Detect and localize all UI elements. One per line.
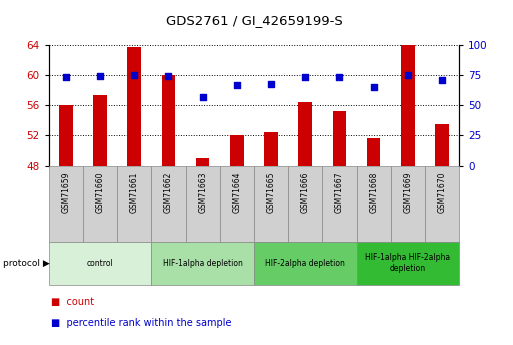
Text: GSM71664: GSM71664 [232, 172, 241, 213]
Bar [254, 166, 288, 242]
Bar [425, 166, 459, 242]
Bar [117, 166, 151, 242]
Bar [299, 102, 312, 166]
Point [233, 82, 241, 87]
Point [438, 77, 446, 82]
Point [267, 81, 275, 87]
Bar [196, 158, 209, 166]
Bar [391, 166, 425, 242]
Bar [264, 132, 278, 166]
Bar [435, 124, 449, 166]
Point [164, 73, 172, 78]
Point [369, 84, 378, 90]
Bar [367, 138, 381, 166]
Text: ■  percentile rank within the sample: ■ percentile rank within the sample [51, 318, 232, 327]
Text: GSM71667: GSM71667 [335, 172, 344, 213]
Text: GSM71659: GSM71659 [62, 172, 70, 213]
Bar [162, 75, 175, 166]
Bar [49, 241, 151, 285]
Bar [151, 241, 254, 285]
Text: control: control [87, 258, 113, 268]
Text: GSM71660: GSM71660 [95, 172, 105, 213]
Text: GSM71669: GSM71669 [403, 172, 412, 213]
Text: GSM71670: GSM71670 [438, 172, 446, 213]
Text: HIF-2alpha depletion: HIF-2alpha depletion [265, 258, 345, 268]
Text: ■  count: ■ count [51, 297, 94, 307]
Bar [230, 135, 244, 166]
Bar [151, 166, 186, 242]
Bar [186, 166, 220, 242]
Point [336, 75, 344, 80]
Bar [254, 241, 357, 285]
Text: GSM71668: GSM71668 [369, 172, 378, 213]
Text: GSM71666: GSM71666 [301, 172, 310, 213]
Point [404, 72, 412, 78]
Text: GSM71662: GSM71662 [164, 172, 173, 213]
Text: GSM71663: GSM71663 [198, 172, 207, 213]
Text: GSM71661: GSM71661 [130, 172, 139, 213]
Bar [332, 111, 346, 166]
Point [301, 75, 309, 80]
Bar [322, 166, 357, 242]
Point [130, 72, 139, 78]
Bar [220, 166, 254, 242]
Bar [127, 47, 141, 166]
Point [62, 75, 70, 80]
Text: GSM71665: GSM71665 [267, 172, 275, 213]
Text: HIF-1alpha HIF-2alpha
depletion: HIF-1alpha HIF-2alpha depletion [365, 253, 450, 273]
Bar [288, 166, 322, 242]
Text: HIF-1alpha depletion: HIF-1alpha depletion [163, 258, 243, 268]
Point [199, 94, 207, 99]
Point [96, 73, 104, 79]
Bar [357, 241, 459, 285]
Bar [59, 105, 73, 166]
Text: protocol ▶: protocol ▶ [3, 258, 49, 268]
Text: GDS2761 / GI_42659199-S: GDS2761 / GI_42659199-S [166, 14, 342, 27]
Bar [357, 166, 391, 242]
Bar [93, 95, 107, 166]
Bar [83, 166, 117, 242]
Bar [401, 45, 415, 166]
Bar [49, 166, 83, 242]
